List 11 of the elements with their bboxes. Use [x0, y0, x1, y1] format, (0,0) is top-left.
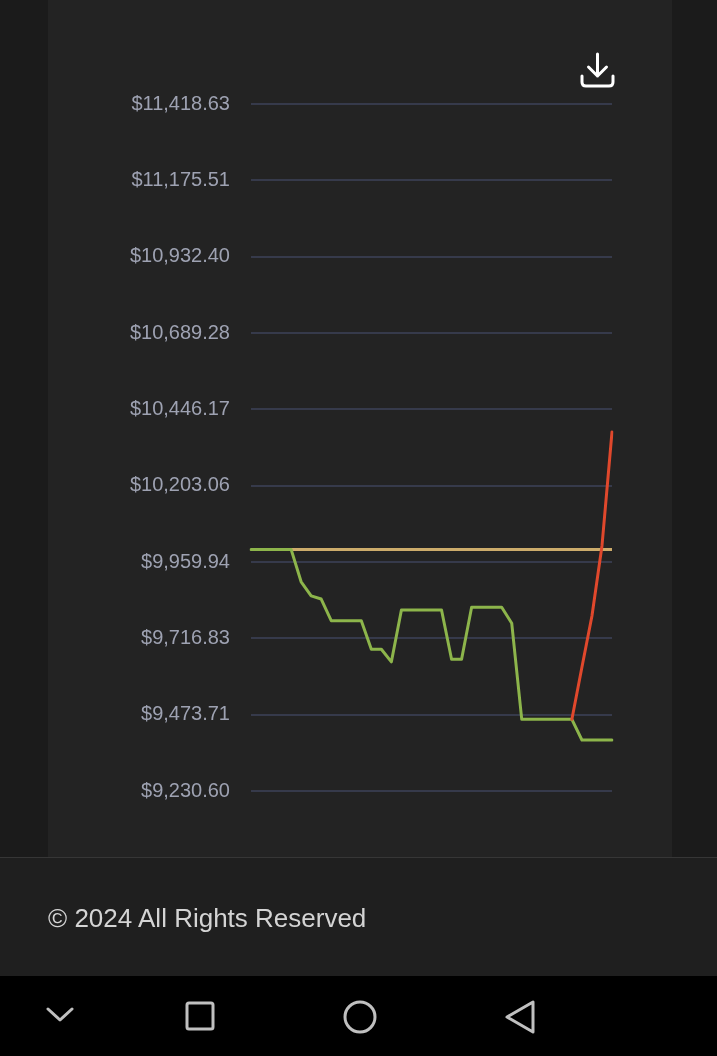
text: © 2024 All Rights Reserved	[48, 902, 367, 934]
y-tick-label: $9,959.94	[141, 549, 230, 572]
y-tick-label: $10,203.06	[129, 473, 230, 496]
y-tick-label: $10,932.40	[129, 244, 230, 267]
y-tick-label: $10,689.28	[129, 320, 230, 343]
y-tick-label: $10,446.17	[129, 396, 230, 419]
y-tick-label: $9,473.71	[141, 702, 230, 725]
y-tick-label: $11,418.63	[131, 91, 230, 114]
y-tick-label: $11,175.51	[131, 167, 230, 190]
y-tick-label: $9,716.83	[141, 625, 230, 648]
y-tick-label: $9,230.60	[141, 778, 230, 801]
